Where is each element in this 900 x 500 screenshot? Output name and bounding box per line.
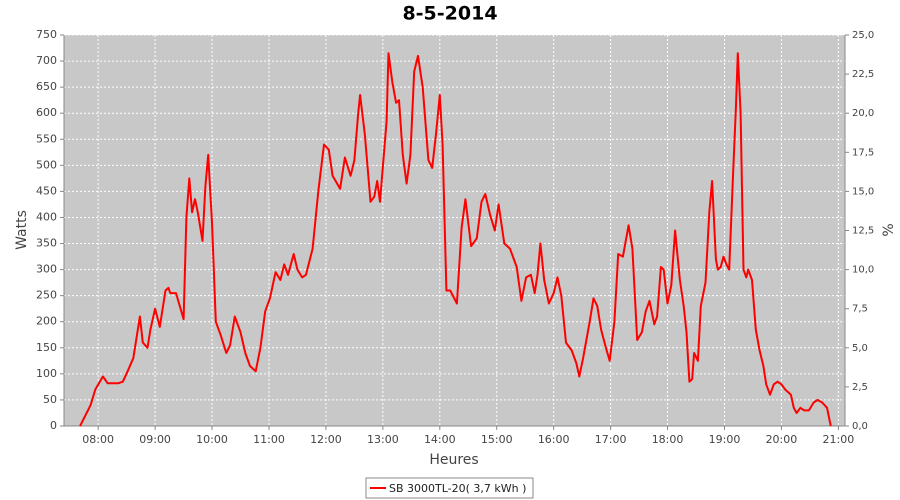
y2-axis-label: % [881, 223, 897, 236]
y2-tick-label: 5,0 [852, 343, 868, 354]
y2-tick-label: 22,5 [852, 69, 874, 80]
y2-tick-label: 7,5 [852, 304, 868, 315]
y-axis-label: Watts [14, 210, 30, 250]
x-tick-label: 20:00 [766, 433, 798, 446]
x-tick-label: 18:00 [652, 433, 684, 446]
x-tick-label: 15:00 [481, 433, 513, 446]
y-tick-label: 150 [36, 341, 57, 354]
y-tick-label: 550 [36, 132, 57, 145]
y2-tick-label: 12,5 [852, 226, 874, 237]
y-tick-label: 50 [43, 393, 57, 406]
x-tick-label: 21:00 [823, 433, 855, 446]
legend-label: SB 3000TL-20( 3,7 kWh ) [389, 482, 526, 495]
y2-tick-label: 25,0 [852, 30, 874, 41]
y-tick-label: 450 [36, 184, 57, 197]
y-tick-label: 750 [36, 28, 57, 41]
x-tick-label: 11:00 [253, 433, 285, 446]
x-tick-label: 19:00 [709, 433, 741, 446]
y2-tick-label: 10,0 [852, 265, 874, 276]
y-tick-label: 650 [36, 80, 57, 93]
y-tick-label: 100 [36, 367, 57, 380]
y-tick-label: 0 [50, 419, 57, 432]
y2-tick-label: 15,0 [852, 186, 874, 197]
chart-title: 8-5-2014 [402, 3, 497, 25]
x-axis-label: Heures [429, 452, 478, 468]
x-tick-label: 13:00 [367, 433, 399, 446]
y2-tick-label: 0,0 [852, 421, 868, 432]
x-tick-label: 14:00 [424, 433, 456, 446]
legend [365, 477, 534, 499]
y2-tick-label: 2,5 [852, 382, 868, 393]
x-tick-label: 10:00 [196, 433, 228, 446]
x-tick-label: 17:00 [595, 433, 627, 446]
y-tick-label: 400 [36, 210, 57, 223]
x-tick-label: 08:00 [82, 433, 114, 446]
x-tick-label: 09:00 [139, 433, 171, 446]
y2-tick-label: 17,5 [852, 147, 874, 158]
y-tick-label: 500 [36, 158, 57, 171]
y-tick-label: 200 [36, 315, 57, 328]
x-tick-label: 16:00 [538, 433, 570, 446]
plot-area [64, 35, 845, 426]
y-tick-label: 300 [36, 263, 57, 276]
y-tick-label: 700 [36, 54, 57, 67]
y2-tick-label: 20,0 [852, 108, 874, 119]
y-tick-label: 350 [36, 237, 57, 250]
x-tick-label: 12:00 [310, 433, 342, 446]
line-series [79, 52, 832, 427]
y-tick-label: 600 [36, 106, 57, 119]
y-tick-label: 250 [36, 289, 57, 302]
